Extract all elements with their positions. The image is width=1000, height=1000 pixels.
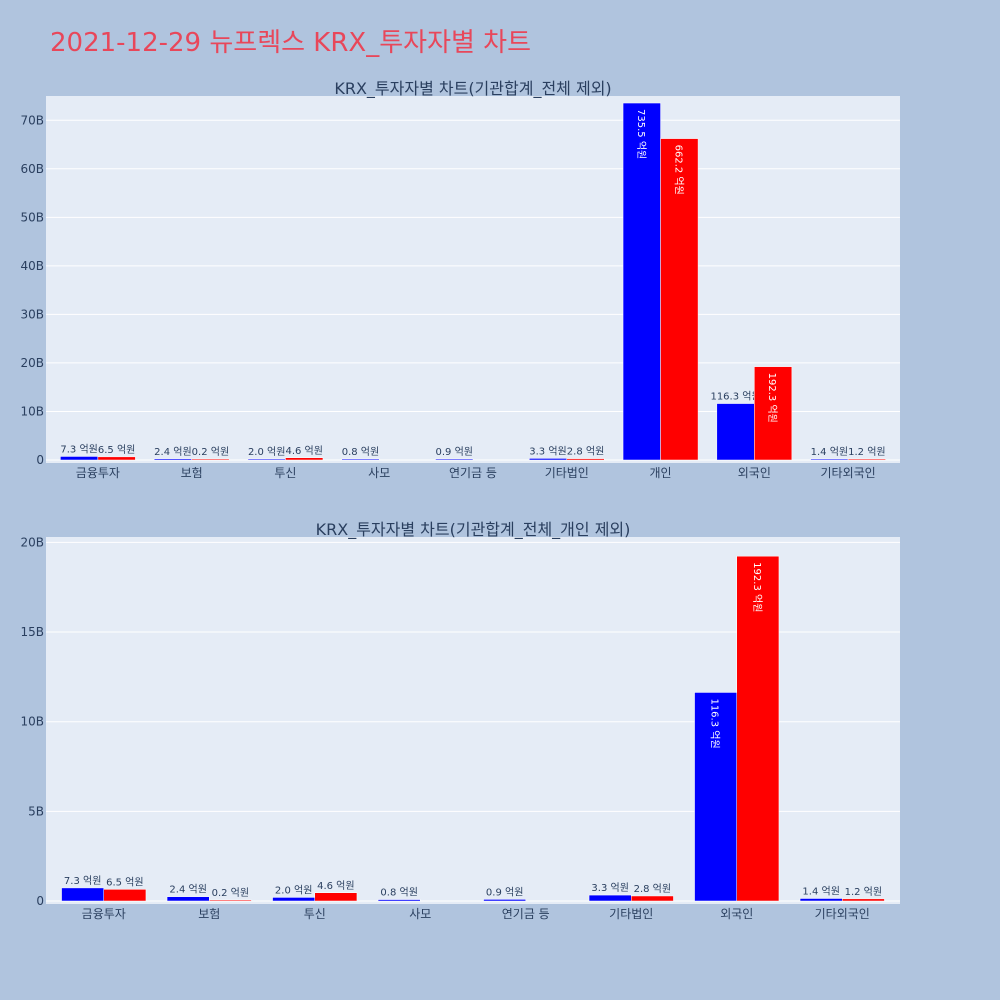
chart-top-ytick-label: 40B: [20, 259, 44, 273]
chart-bottom-bar-value-label: 1.2 억원: [845, 886, 882, 898]
chart-bottom-bar-value-label: 1.4 억원: [802, 885, 839, 897]
chart-top-bar: [754, 366, 793, 461]
chart-top-category-label: 보험: [181, 466, 203, 480]
chart-bottom-ytick-label: 0: [36, 894, 44, 908]
chart-top-bar: [247, 458, 286, 461]
chart-bottom-bar-value-label: 6.5 억원: [106, 876, 143, 888]
chart-top-ytick-label: 70B: [20, 113, 44, 127]
chart-top-ytick-label: 10B: [20, 404, 44, 418]
chart-bottom-bar-value-label: 2.8 억원: [634, 883, 671, 895]
chart-top-bar: [660, 138, 699, 461]
chart-bottom: KRX_투자자별 차트(기관합계_전체_개인 제외) 0 5B 10B 15B 20B 금…: [20, 520, 900, 921]
chart-top-ytick-label: 60B: [20, 162, 44, 176]
chart-top-bar-value-label: 4.6 억원: [285, 445, 322, 457]
chart-top-category-label: 투신: [274, 466, 296, 480]
chart-bottom-bar-value-label: 0.2 억원: [212, 887, 249, 899]
chart-top-category-label: 개인: [650, 466, 672, 480]
chart-top-bar-value-label: 2.4 억원: [154, 446, 191, 458]
chart-bottom-title: KRX_투자자별 차트(기관합계_전체_개인 제외): [316, 520, 631, 540]
page-title: 2021-12-29 뉴프렉스 KRX_투자자별 차트: [50, 28, 532, 58]
chart-bottom-category-label: 투신: [304, 907, 326, 921]
chart-top-category-label: 기타법인: [545, 466, 589, 480]
chart-bottom-bar-value-label: 4.6 억원: [317, 880, 354, 892]
chart-bottom-bar: [694, 692, 737, 902]
chart-bottom-bar-value-label: 7.3 억원: [64, 875, 101, 887]
chart-top-bar: [847, 458, 886, 461]
chart-top-bar-value-label: 2.0 억원: [248, 446, 285, 458]
chart-top-title: KRX_투자자별 차트(기관합계_전체 제외): [334, 79, 611, 99]
chart-top-bar: [716, 403, 755, 461]
chart-bottom-bar-value-label: 2.0 억원: [275, 884, 312, 896]
chart-top-bar-value-label: 116.3 억원: [710, 391, 760, 403]
chart-top-bar-value-label: 0.2 억원: [192, 446, 229, 458]
chart-top-category-label: 사모: [368, 466, 390, 480]
chart-top-category-label: 연기금 등: [449, 466, 497, 480]
chart-bottom-category-label: 금융투자: [82, 907, 126, 921]
chart-bottom-category-label: 기타법인: [609, 907, 653, 921]
chart-top-bar: [97, 456, 136, 461]
chart-bottom-bar-value-label: 0.9 억원: [486, 886, 523, 898]
chart-top-bar: [529, 458, 568, 461]
chart-bottom-bar-value-label: 192.3 억원: [751, 562, 763, 612]
chart-bottom-bar: [736, 555, 780, 902]
chart-bottom-ytick-label: 5B: [28, 804, 44, 818]
chart-top-bar-value-label: 7.3 억원: [60, 443, 97, 455]
chart-bottom-bar: [209, 899, 252, 902]
chart-bottom-bar: [799, 898, 843, 902]
chart-top-bar-value-label: 3.3 억원: [529, 445, 566, 457]
chart-top-category-label: 기타외국인: [821, 466, 876, 480]
chart-bottom-category-label: 외국인: [720, 907, 753, 921]
chart-top-bar: [810, 458, 849, 461]
chart-bottom-bar: [103, 889, 147, 902]
chart-bottom-bar: [314, 892, 358, 902]
chart-bottom-bar: [588, 894, 632, 902]
chart-bottom-ytick-label: 10B: [20, 715, 44, 729]
chart-bottom-bar: [631, 895, 674, 902]
chart-top-ytick-label: 0: [36, 453, 44, 467]
chart-top-bar: [435, 458, 474, 461]
chart-top-bar: [341, 458, 380, 461]
chart-bottom-category-label: 기타외국인: [815, 907, 870, 921]
chart-bottom-ytick-label: 20B: [20, 535, 44, 549]
chart-bottom-category-label: 사모: [409, 907, 431, 921]
chart-top-bar-value-label: 0.9 억원: [436, 446, 473, 458]
chart-top-bar: [60, 456, 99, 461]
chart-bottom-bar-value-label: 0.8 억원: [380, 887, 417, 899]
chart-top-ytick-label: 30B: [20, 307, 44, 321]
chart-top-bar: [191, 458, 230, 461]
chart-top-bar-value-label: 662.2 억원: [672, 145, 684, 195]
chart-bottom-category-label: 연기금 등: [502, 907, 550, 921]
chart-bottom-bar: [377, 899, 421, 902]
chart-top-bar-value-label: 0.8 억원: [342, 446, 379, 458]
chart-top-category-label: 금융투자: [76, 466, 120, 480]
chart-top-bar: [566, 458, 605, 461]
chart-top-category-label: 외국인: [738, 466, 771, 480]
chart-top-bar-value-label: 192.3 억원: [766, 373, 778, 423]
chart-top-ytick-label: 20B: [20, 356, 44, 370]
chart-top-bar-value-label: 1.2 억원: [848, 446, 885, 458]
chart-bottom-bar: [842, 898, 885, 902]
chart-top: KRX_투자자별 차트(기관합계_전체 제외) 0 10B 20B 30B 40B 50B…: [20, 79, 900, 480]
chart-bottom-bar: [483, 899, 526, 902]
chart-bottom-ytick-label: 15B: [20, 625, 44, 639]
chart-top-bar-value-label: 6.5 억원: [98, 444, 135, 456]
chart-bottom-bar-value-label: 2.4 억원: [169, 884, 206, 896]
chart-top-bar: [285, 457, 324, 461]
chart-bottom-category-label: 보험: [198, 907, 220, 921]
chart-top-bar-value-label: 1.4 억원: [811, 446, 848, 458]
chart-bottom-bar-value-label: 116.3 억원: [709, 698, 721, 748]
chart-top-bar-value-label: 2.8 억원: [567, 446, 604, 458]
chart-top-bar: [153, 458, 192, 461]
chart-bottom-bar: [272, 897, 315, 902]
chart-bottom-bar: [166, 896, 210, 902]
chart-top-ytick-label: 50B: [20, 210, 44, 224]
chart-bottom-bar-value-label: 3.3 억원: [591, 882, 628, 894]
chart-bottom-bar: [61, 887, 104, 902]
chart-top-bar-value-label: 735.5 억원: [635, 109, 647, 159]
